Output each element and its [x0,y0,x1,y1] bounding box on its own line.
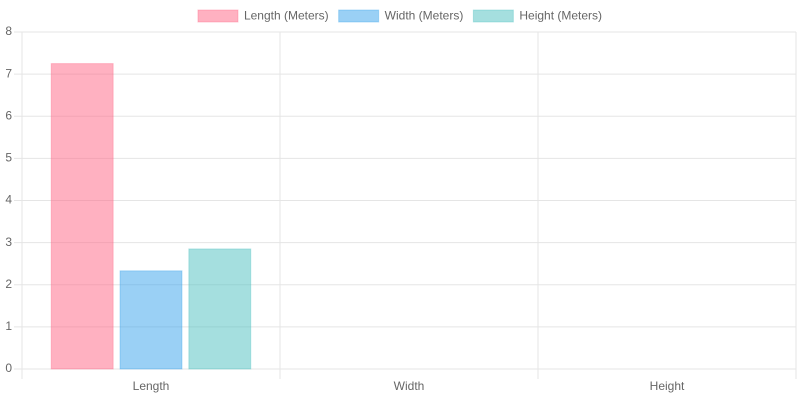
y-tick-label: 1 [5,319,12,333]
y-tick-label: 2 [5,277,12,291]
legend-label: Length (Meters) [244,9,329,23]
y-tick-label: 0 [5,361,12,375]
y-tick-label: 6 [5,108,12,122]
x-tick-label: Height [650,379,685,393]
bar [50,63,114,370]
legend-swatch [197,9,239,23]
x-tick-label: Width [394,379,425,393]
y-tick-label: 8 [5,24,12,38]
legend-label: Height (Meters) [519,9,602,23]
legend-item[interactable]: Length (Meters) [197,9,329,23]
legend-swatch [338,9,380,23]
y-tick-label: 7 [5,66,12,80]
y-tick-label: 3 [5,235,12,249]
y-tick-label: 5 [5,151,12,165]
legend-swatch [472,9,514,23]
bar [119,270,183,370]
bar [188,248,252,370]
legend-item[interactable]: Height (Meters) [472,9,602,23]
legend: Length (Meters) Width (Meters) Height (Met… [197,9,602,23]
y-tick-label: 4 [5,193,12,207]
x-tick-label: Length [133,379,170,393]
legend-item[interactable]: Width (Meters) [338,9,464,23]
legend-label: Width (Meters) [385,9,464,23]
